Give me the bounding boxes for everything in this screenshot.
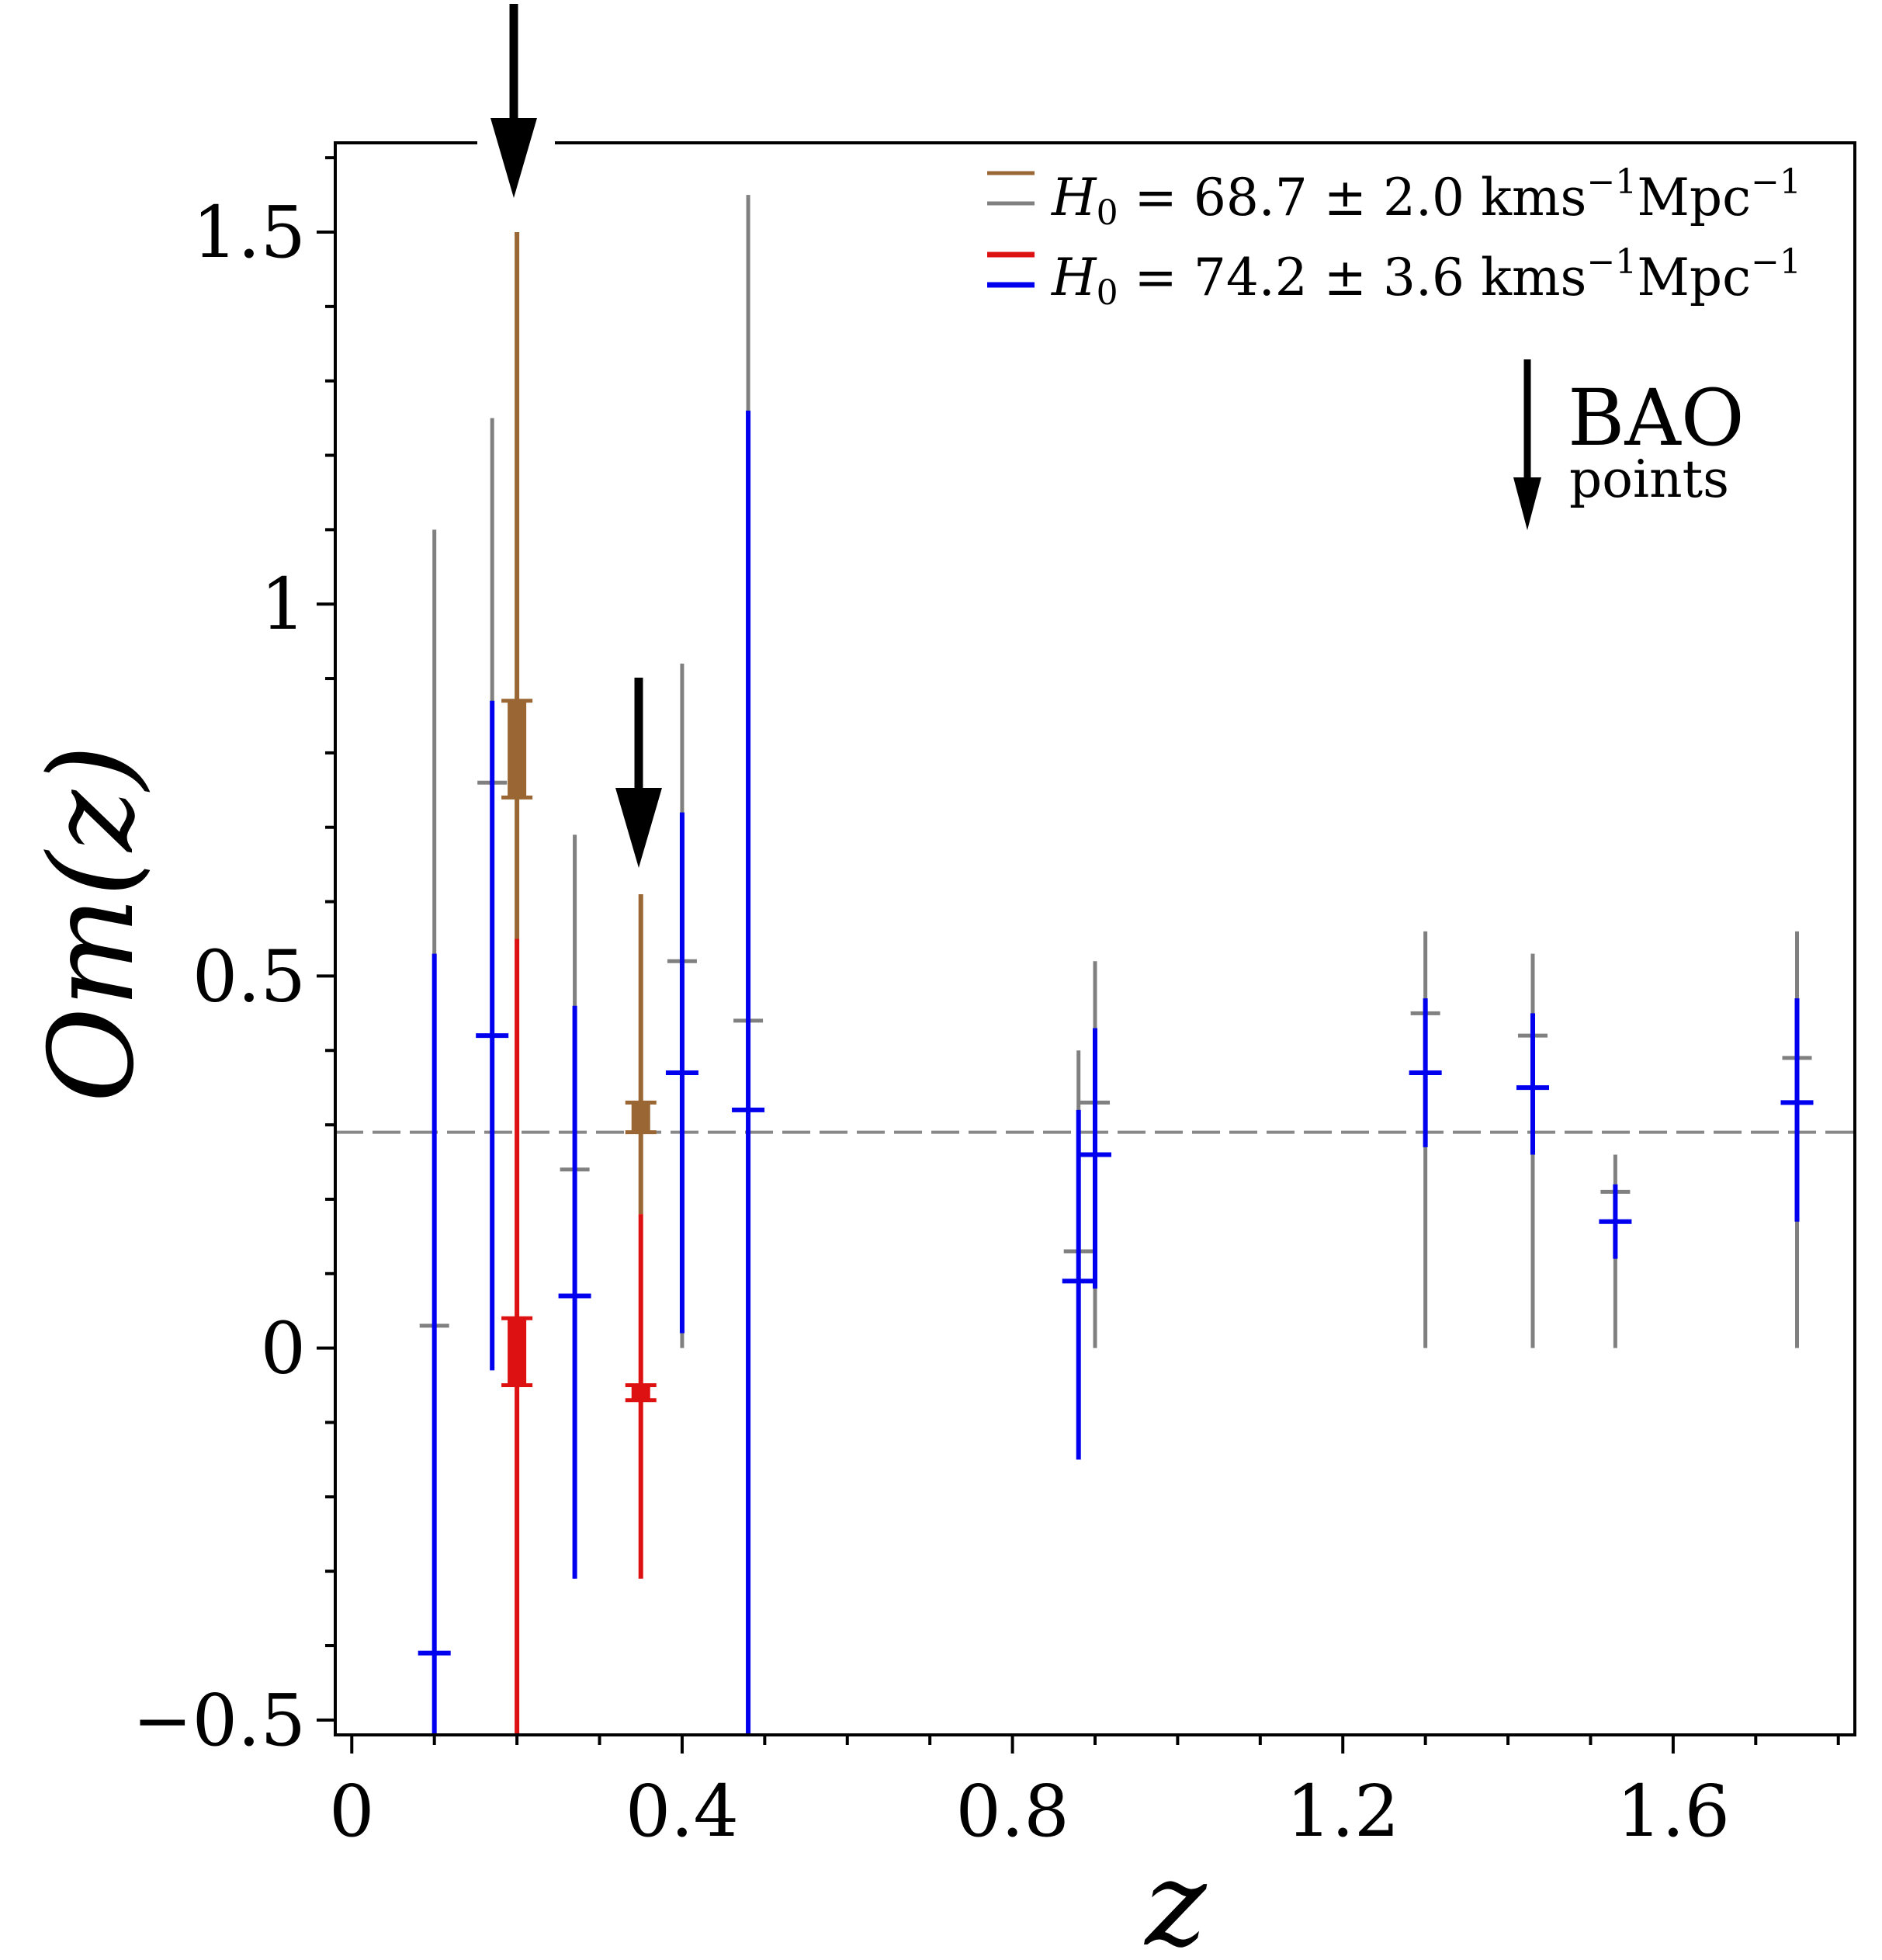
legend: H0 = 68.7 ± 2.0 kms−1Mpc−1 H0 = 74.2 ± 3… (987, 162, 1801, 313)
y-tick-label: 1.5 (192, 191, 306, 274)
legend-1-sup2: −1 (1751, 162, 1801, 202)
bao-arrows (477, 4, 662, 868)
y-tick-label: 1 (260, 563, 306, 646)
series-layer (418, 195, 1814, 1735)
x-tick-label: 0.4 (626, 1770, 739, 1853)
x-tick-label: 0 (329, 1770, 375, 1853)
bao-arrow-1-head (490, 118, 537, 198)
x-tick-label: 0.8 (955, 1770, 1069, 1853)
bao-box (631, 1102, 650, 1133)
legend-2-sub: 0 (1097, 273, 1118, 313)
y-tick-label: 0.5 (192, 935, 306, 1018)
legend-label-2: H0 = 74.2 ± 3.6 kms−1Mpc−1 (1051, 242, 1801, 313)
axis-ticks: 0 0.4 0.8 1.2 1.6 −0.5 0 0.5 1 1.5 (133, 156, 1840, 1853)
legend-1-value: = 68.7 ± 2.0 kms (1118, 168, 1587, 227)
bao-annotation-title: BAO (1568, 373, 1745, 463)
y-tick-label: −0.5 (133, 1679, 306, 1762)
legend-1-sup1: −1 (1586, 162, 1637, 202)
legend-1-sub: 0 (1097, 193, 1118, 233)
legend-2-unit: Mpc (1637, 248, 1751, 307)
bao-annotation-subtitle: points (1569, 449, 1729, 509)
x-tick-label: 1.2 (1286, 1770, 1399, 1853)
bao-box (631, 1385, 650, 1400)
series-4 (501, 938, 657, 1735)
legend-label-1: H0 = 68.7 ± 2.0 kms−1Mpc−1 (1051, 162, 1801, 233)
y-axis-label: Om(z) (25, 744, 160, 1102)
legend-1-symbol: H (1051, 168, 1097, 227)
bao-box (508, 700, 527, 798)
legend-2-sup1: −1 (1586, 242, 1637, 282)
legend-2-sup2: −1 (1751, 242, 1801, 282)
bao-box (508, 1318, 527, 1386)
plot-area (335, 195, 1855, 1735)
legend-2-value: = 74.2 ± 3.6 kms (1118, 248, 1587, 307)
bao-arrow-2-head (615, 788, 662, 868)
legend-1-unit: Mpc (1637, 168, 1751, 227)
bao-annotation: BAO points (1513, 359, 1745, 530)
connector-bracket (1078, 1278, 1097, 1289)
x-tick-label: 1.6 (1617, 1770, 1730, 1853)
x-axis-label: z (1143, 1837, 1207, 1960)
series-3 (418, 411, 1814, 1735)
bao-legend-arrow-head (1513, 477, 1541, 530)
legend-2-symbol: H (1051, 248, 1097, 307)
y-tick-label: 0 (260, 1307, 306, 1390)
series-2 (501, 232, 657, 1215)
legend-entry-2: H0 = 74.2 ± 3.6 kms−1Mpc−1 (987, 242, 1801, 313)
legend-entry-1: H0 = 68.7 ± 2.0 kms−1Mpc−1 (987, 162, 1801, 233)
